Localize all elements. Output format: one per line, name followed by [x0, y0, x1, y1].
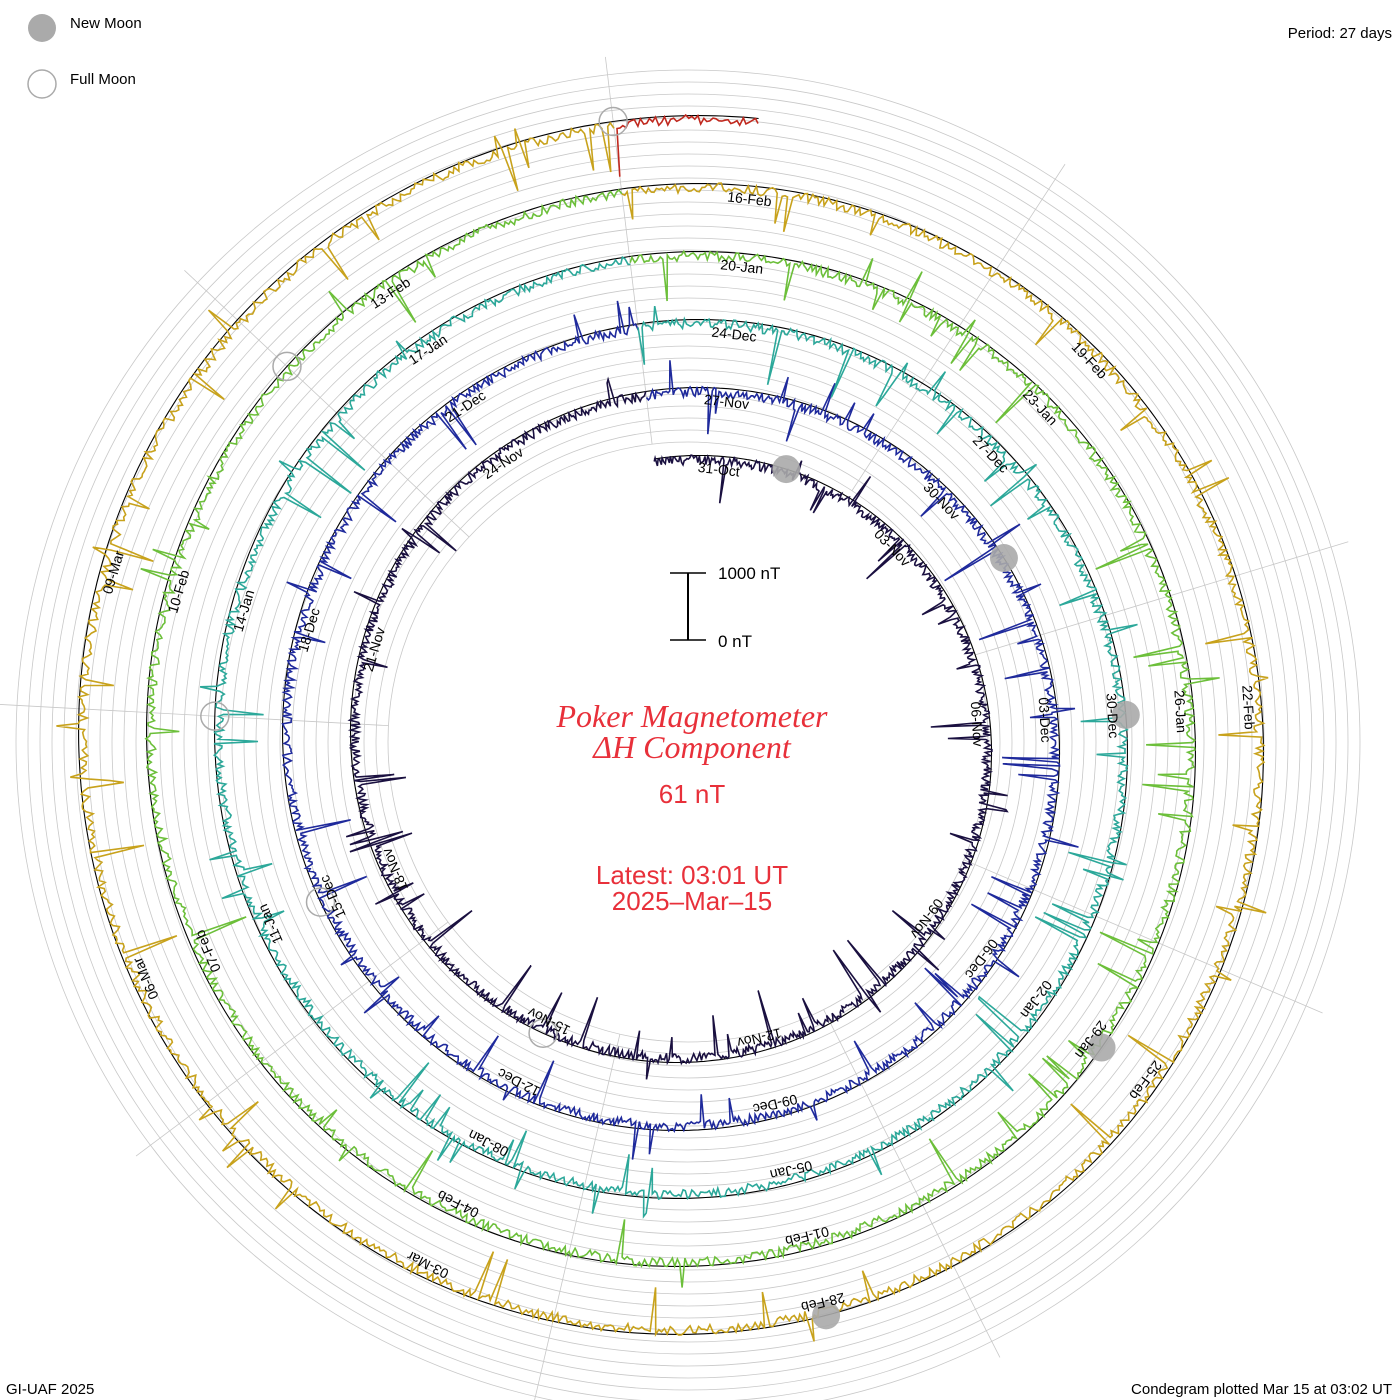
rotation-trace [616, 113, 759, 177]
grid-ring [111, 165, 1265, 1319]
grid-ring [195, 249, 1181, 1235]
baseline-spiral [146, 188, 1196, 1267]
grid-spoke [0, 704, 389, 727]
rotation-trace [56, 121, 1269, 1342]
current-value: 61 nT [659, 779, 726, 809]
date-tick-label: 12-Dec [495, 1065, 543, 1099]
chart-title-line1: Poker Magnetometer [555, 698, 828, 734]
grid-ring [27, 81, 1349, 1400]
baseline-spiral [282, 323, 1061, 1131]
rotation-trace [345, 376, 1009, 1080]
grid-ring [315, 369, 1061, 1115]
date-tick-label: 24-Dec [711, 324, 758, 345]
date-tick-label: 03-Dec [1036, 697, 1055, 743]
new-moon-marker [1087, 1033, 1116, 1062]
date-tick-label: 31-Oct [697, 459, 741, 480]
grid-ring [159, 213, 1217, 1271]
footer-credit: GI-UAF 2025 [6, 1381, 94, 1398]
date-tick-label: 11-Jan [254, 902, 285, 947]
grid-ring [267, 321, 1109, 1163]
grid-ring [39, 93, 1337, 1391]
date-tick-label: 27-Nov [703, 391, 750, 412]
date-tick-label: 16-Feb [727, 188, 773, 209]
new-moon-marker [1111, 700, 1140, 729]
grid-ring [279, 333, 1097, 1151]
date-tick-label: 14-Jan [230, 588, 258, 634]
rotation-trace [199, 255, 1138, 1219]
grid-ring [99, 153, 1277, 1331]
date-tick-label: 22-Feb [1239, 685, 1258, 730]
grid-ring [51, 105, 1325, 1379]
date-tick-label: 17-Jan [405, 331, 450, 368]
grid-ring [351, 405, 1025, 1079]
grid-ring [123, 177, 1253, 1307]
date-tick-label: 03-Nov [871, 526, 914, 570]
date-tick-label: 21-Dec [442, 387, 488, 425]
grid-ring [147, 201, 1229, 1283]
scale-top-label: 1000 nT [718, 564, 780, 583]
grid-ring [75, 129, 1301, 1355]
period-label: Period: 27 days [1288, 25, 1392, 42]
grid-spoke [963, 859, 1323, 1014]
grid-ring [303, 357, 1073, 1127]
new-moon-legend-label: New Moon [70, 15, 142, 32]
grid-ring [171, 225, 1205, 1259]
date-tick-label: 25-Feb [1126, 1058, 1165, 1103]
chart-title-line2: ΔH Component [591, 729, 792, 765]
full-moon-marker [272, 351, 302, 382]
date-tick-label: 06-Mar [129, 955, 161, 1002]
data-traces [56, 113, 1269, 1342]
date-tick-label: 30-Dec [1103, 693, 1122, 739]
date-tick-label: 07-Feb [191, 927, 223, 974]
full-moon-marker [200, 701, 230, 731]
date-tick-label: 26-Jan [1171, 690, 1190, 734]
grid-ring [219, 273, 1157, 1211]
full-moon-marker [305, 887, 336, 917]
date-tick-label: 20-Jan [720, 256, 764, 277]
grid-spoke [605, 56, 653, 445]
date-tick-label: 06-Nov [968, 701, 987, 747]
date-tick-label: 15-Nov [525, 1004, 573, 1038]
grid-ring [291, 345, 1085, 1139]
latest-time: Latest: 03:01 UT [596, 860, 788, 890]
grid-spoke [823, 1009, 1001, 1358]
grid-ring [87, 141, 1289, 1343]
date-tick-label: 12-Nov [736, 1025, 784, 1051]
latest-date: 2025–Mar–15 [612, 886, 772, 916]
date-tick-label: 06-Dec [962, 936, 1002, 982]
new-moon-legend-icon [28, 14, 56, 42]
new-moon-marker [989, 544, 1018, 573]
rotation-trace [281, 300, 1079, 1160]
grid-ring [207, 261, 1169, 1223]
grid-spoke [184, 270, 470, 538]
date-tick-label: 08-Jan [466, 1127, 511, 1160]
new-moon-marker [812, 1301, 841, 1330]
grid-ring [363, 417, 1013, 1067]
date-tick-label: 18-Dec [295, 606, 323, 654]
grid-ring [387, 441, 989, 1043]
grid-ring [327, 381, 1049, 1103]
scale-bottom-label: 0 nT [718, 632, 752, 651]
date-tick-label: 04-Feb [434, 1187, 481, 1221]
full-moon-legend-label: Full Moon [70, 71, 136, 88]
full-moon-marker [598, 106, 628, 137]
grid-spokes [0, 56, 1349, 1400]
grid-rings [15, 69, 1361, 1400]
grid-ring [375, 429, 1001, 1055]
rotation-trace [140, 188, 1220, 1288]
grid-ring [15, 69, 1361, 1400]
grid-spoke [534, 1034, 621, 1400]
full-moon-marker [528, 1018, 558, 1048]
footer-plotted: Condegram plotted Mar 15 at 03:02 UT [1131, 1381, 1392, 1398]
full-moon-legend-icon [27, 69, 57, 99]
new-moon-marker [772, 455, 801, 484]
grid-spoke [135, 921, 449, 1157]
moon-markers [200, 106, 1140, 1330]
baseline-spiral [349, 390, 993, 1064]
baseline-spiral [214, 255, 1128, 1199]
